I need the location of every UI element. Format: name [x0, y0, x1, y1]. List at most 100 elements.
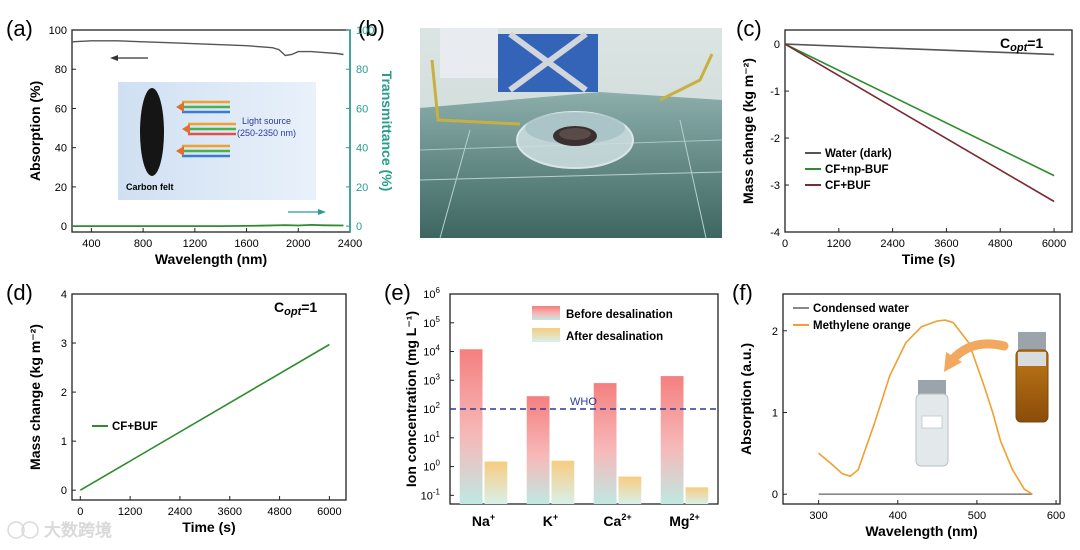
chart-f-ytick-label: 2: [772, 326, 778, 338]
chart-d-frame: [71, 293, 347, 501]
chart-a-y2label: Transmittance (%): [379, 71, 395, 192]
watermark-logo-icon: [7, 521, 25, 539]
chart-e-ytick-label: 100: [423, 459, 440, 474]
who-label: WHO: [570, 396, 597, 408]
chart-d-xtick-label: 0: [77, 506, 83, 518]
panel-b: (b): [358, 16, 723, 239]
chart-a-xtick-label: 800: [134, 238, 152, 250]
chart-c-ytick-label: -3: [770, 180, 780, 192]
chart-c-ytick-label: -1: [770, 86, 780, 98]
chart-c-xtick-label: 6000: [1042, 238, 1066, 250]
chart-a-xlabel: Wavelength (nm): [155, 251, 267, 267]
chart-d-series-line: [79, 343, 330, 491]
chart-c-ylabel: Mass change (kg m⁻²): [740, 58, 756, 204]
chart-a-y2tick-label: 80: [356, 64, 368, 76]
chart-e-category-label: K+: [543, 512, 558, 529]
panel-a: (a) Carbon felt Light source (250-2350 n…: [6, 16, 326, 215]
chart-e-frame: [449, 293, 719, 505]
chart-f-xtick-label: 300: [809, 510, 827, 522]
chart-a-ytick-label: 40: [55, 143, 67, 155]
panel-c-copt-value: =1: [1027, 35, 1043, 51]
chart-c-xtick-label: 3600: [934, 238, 958, 250]
panel-d-copt: Copt=1: [274, 299, 317, 318]
light-source-range: (250-2350 nm): [237, 128, 296, 138]
chart-a-ylabel: Absorption (%): [27, 81, 43, 181]
chart-d-ytick-label: 3: [61, 338, 67, 350]
chart-c-legend-label: CF+np-BUF: [825, 164, 889, 176]
chart-a-y2tick-label: 60: [356, 103, 368, 115]
panel-f-vials: [915, 332, 1049, 467]
chart-e: 10-1 100 101 102 103 104 105 106 Ion concentrati…: [403, 286, 719, 529]
chart-d-xtick-label: 4800: [267, 506, 291, 518]
carbon-felt-icon: [140, 88, 164, 176]
desalination-photo: [419, 28, 723, 239]
chart-a-ytick-label: 80: [55, 64, 67, 76]
chart-f-xtick-label: 400: [889, 510, 907, 522]
chart-c-series-line: [784, 43, 1055, 203]
chart-a-y2tick-label: 100: [356, 25, 374, 37]
chart-f-xlabel: Wavelength (nm): [865, 523, 977, 539]
chart-f-ytick-label: 1: [772, 407, 778, 419]
chart-c-series-line: [784, 43, 1055, 56]
chart-d-ytick-label: 1: [61, 436, 67, 448]
chart-e-category-label: Na+: [472, 512, 495, 529]
chart-f-xtick-label: 500: [968, 510, 986, 522]
chart-e-legend-swatch: [532, 328, 560, 342]
absorption-line: [71, 40, 344, 57]
chart-e-ytick-label: 106: [423, 286, 440, 301]
chart-d: 0 1200 2400 3600 4800 6000 0 1 2 3 4 Time (s) Mass c…: [27, 289, 347, 535]
chart-c: 0 1200 2400 3600 4800 6000 0 -1 -2 -3 -4 Time (s) Ma…: [740, 29, 1073, 267]
chart-a-y2tick-label: 0: [356, 221, 362, 233]
chart-d-xlabel: Time (s): [182, 519, 235, 535]
orange-vial-icon: [1015, 332, 1049, 423]
chart-f-frame: [782, 293, 1061, 505]
after-desalination-bar: [484, 461, 508, 504]
chart-f-xtick-label: 600: [1047, 510, 1065, 522]
watermark: 大数跨境: [7, 520, 112, 540]
chart-e-ytick-label: 101: [423, 430, 440, 445]
chart-e-category-label: Mg2+: [669, 512, 699, 529]
transmittance-line: [72, 223, 344, 228]
chart-a-ytick-label: 20: [55, 182, 67, 194]
chart-a-xtick-label: 1600: [234, 238, 258, 250]
chart-e-ylabel: Ion concentration (mg L⁻¹): [403, 311, 419, 487]
clear-water-vial-icon: [915, 380, 949, 467]
chart-a-xtick-label: 1200: [183, 238, 207, 250]
chart-a-ytick-label: 0: [61, 221, 67, 233]
after-desalination-bar: [618, 476, 642, 504]
chart-d-ytick-label: 2: [61, 387, 67, 399]
chart-a-y2tick-label: 40: [356, 143, 368, 155]
panel-d-letter: (d): [6, 280, 33, 305]
chart-f: 300 400 500 600 0 1 2 Wavelength (nm) Absorption…: [738, 293, 1065, 539]
watermark-text: 大数跨境: [44, 520, 112, 540]
before-desalination-bar: [593, 383, 617, 504]
chart-a-ytick-label: 100: [49, 25, 67, 37]
chart-c-xtick-label: 4800: [988, 238, 1012, 250]
chart-c-xtick-label: 0: [782, 238, 788, 250]
chart-a: 400 800 1200 1600 2000 2400 0 20 40 60 80 100 0 20 40 6…: [27, 25, 395, 267]
chart-a-xtick-label: 400: [82, 238, 100, 250]
chart-c-ytick-label: -2: [770, 133, 780, 145]
chart-c-xlabel: Time (s): [902, 251, 955, 267]
chart-c-legend-label: Water (dark): [825, 148, 892, 160]
chart-d-ylabel: Mass change (kg m⁻²): [27, 324, 43, 470]
chart-c-legend-label: CF+BUF: [825, 180, 871, 192]
chart-d-xtick-label: 2400: [168, 506, 192, 518]
chart-f-legend-label: Condensed water: [813, 303, 909, 315]
chart-c-series-line: [784, 43, 1055, 177]
chart-d-legend-label: CF+BUF: [112, 421, 158, 433]
transmittance-arrow-icon: [288, 209, 326, 215]
panel-b-letter: (b): [358, 16, 385, 41]
chart-c-ytick-label: 0: [774, 39, 780, 51]
chart-e-category-label: Ca2+: [603, 512, 631, 529]
chart-e-legend-label: After desalination: [566, 331, 663, 343]
chart-c-xtick-label: 2400: [880, 238, 904, 250]
chart-e-ytick-label: 10-1: [421, 487, 441, 502]
panel-c-letter: (c): [736, 16, 762, 41]
chart-f-ylabel: Absorption (a.u.): [738, 343, 754, 455]
panel-a-letter: (a): [6, 16, 33, 41]
panel-a-inset: Carbon felt Light source (250-2350 nm): [118, 82, 316, 200]
transfer-arrow-icon: [947, 339, 1009, 365]
chart-e-ytick-label: 102: [423, 401, 440, 416]
